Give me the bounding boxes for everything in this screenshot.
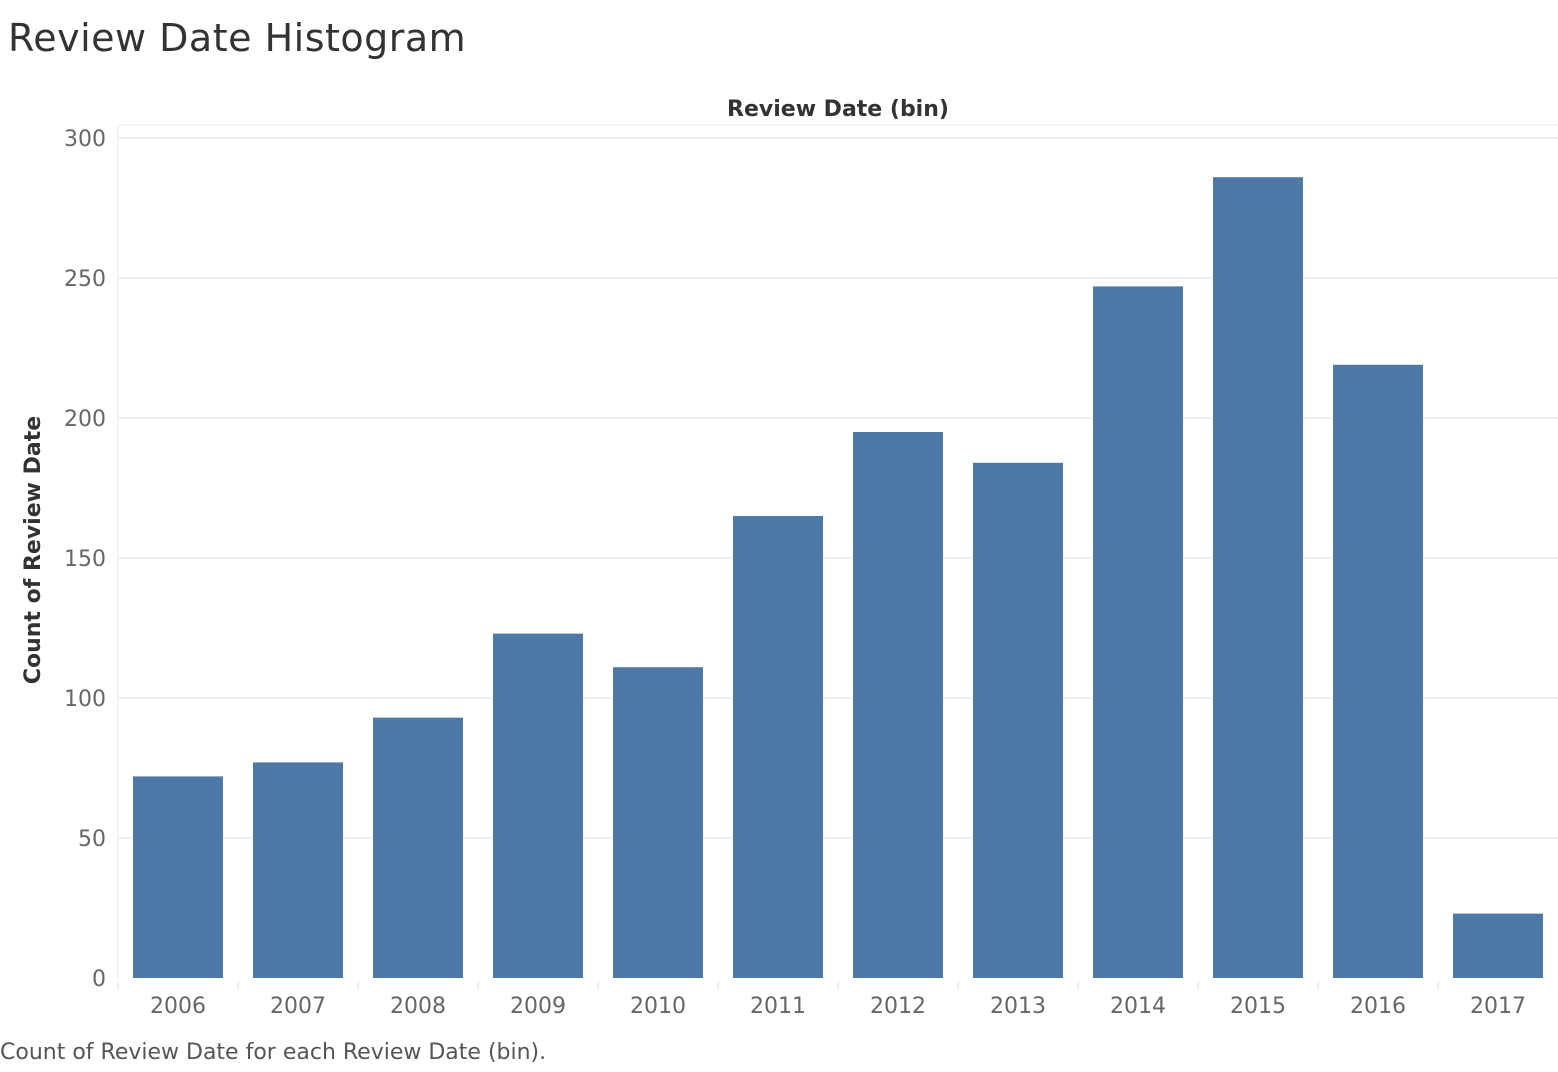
- y-tick-label-100: 100: [64, 687, 106, 712]
- y-axis-title: Count of Review Date: [21, 416, 46, 684]
- x-axis-title: Review Date (bin): [727, 97, 949, 122]
- x-tick-label-2013: 2013: [990, 994, 1046, 1019]
- x-tick-label-2006: 2006: [150, 994, 206, 1019]
- x-tick-label-2010: 2010: [630, 994, 686, 1019]
- x-tick-label-2009: 2009: [510, 994, 566, 1019]
- x-tick-label-2017: 2017: [1470, 994, 1526, 1019]
- y-tick-label-200: 200: [64, 407, 106, 432]
- bar-2010: [613, 667, 703, 978]
- y-tick-label-300: 300: [64, 127, 106, 152]
- chart-caption: Count of Review Date for each Review Dat…: [0, 1040, 547, 1065]
- x-tick-label-2012: 2012: [870, 994, 926, 1019]
- x-tick-label-2014: 2014: [1110, 994, 1166, 1019]
- y-tick-label-0: 0: [92, 967, 106, 992]
- bar-2009: [493, 633, 583, 978]
- x-tick-label-2016: 2016: [1350, 994, 1406, 1019]
- bar-2006: [133, 776, 223, 978]
- bar-2013: [973, 462, 1063, 978]
- bar-2015: [1213, 177, 1303, 978]
- bar-2017: [1453, 913, 1543, 978]
- x-tick-label-2008: 2008: [390, 994, 446, 1019]
- y-axis-ticks: 0 50 100 150 200 250 300: [64, 127, 106, 992]
- bar-2016: [1333, 364, 1423, 978]
- x-tick-label-2011: 2011: [750, 994, 806, 1019]
- bar-2014: [1093, 286, 1183, 978]
- page-title: Review Date Histogram: [8, 16, 467, 60]
- y-tick-label-250: 250: [64, 267, 106, 292]
- y-tick-label-150: 150: [64, 547, 106, 572]
- y-tick-label-50: 50: [78, 827, 106, 852]
- x-axis-ticks: 2006 2007 2008 2009 2010 2011 2012 2013 2014 2015…: [117, 982, 1526, 1019]
- bar-2012: [853, 432, 943, 978]
- bar-2007: [253, 762, 343, 978]
- bars: [133, 177, 1543, 978]
- bar-2008: [373, 717, 463, 978]
- gridlines: [117, 124, 1558, 978]
- x-tick-label-2007: 2007: [270, 994, 326, 1019]
- x-tick-label-2015: 2015: [1230, 994, 1286, 1019]
- bar-2011: [733, 516, 823, 978]
